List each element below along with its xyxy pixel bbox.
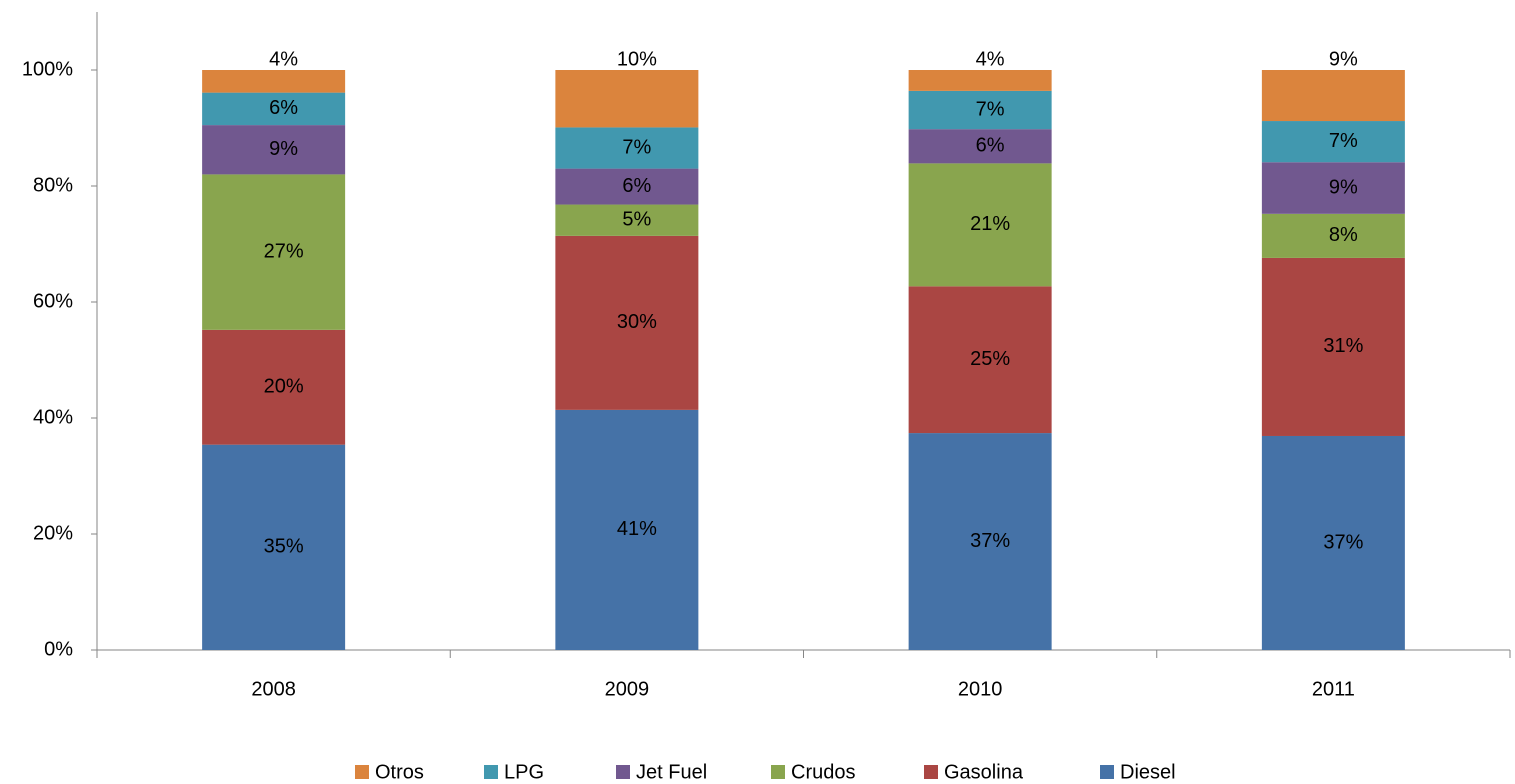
legend-swatch bbox=[484, 765, 498, 779]
data-label: 35% bbox=[264, 536, 304, 558]
data-label: 9% bbox=[1329, 176, 1358, 198]
data-label: 31% bbox=[1323, 335, 1363, 357]
legend-label: Jet Fuel bbox=[636, 761, 707, 783]
bar-segment bbox=[908, 129, 1052, 164]
data-label: 7% bbox=[1329, 130, 1358, 152]
bar-segment bbox=[555, 235, 699, 410]
bar-segment bbox=[908, 433, 1052, 650]
data-label: 37% bbox=[1323, 531, 1363, 553]
legend-label: Diesel bbox=[1120, 761, 1176, 783]
y-tick-label: 0% bbox=[44, 638, 73, 660]
bar-segment bbox=[1261, 257, 1405, 436]
data-label: 10% bbox=[617, 48, 657, 70]
bar-segment bbox=[555, 204, 699, 236]
data-label: 4% bbox=[269, 48, 298, 70]
bar-segment bbox=[1261, 213, 1405, 258]
data-label: 21% bbox=[970, 213, 1010, 235]
data-label: 20% bbox=[264, 376, 304, 398]
bar-segment bbox=[202, 444, 346, 650]
bar-segment bbox=[1261, 435, 1405, 650]
legend-label: Gasolina bbox=[944, 761, 1024, 783]
legend-label: Crudos bbox=[791, 761, 855, 783]
bar-segment bbox=[555, 409, 699, 650]
bar-segment bbox=[908, 70, 1052, 91]
data-label: 6% bbox=[622, 175, 651, 197]
data-label: 9% bbox=[269, 138, 298, 160]
y-tick-label: 60% bbox=[33, 290, 73, 312]
bar-segment bbox=[1261, 121, 1405, 163]
legend-swatch bbox=[924, 765, 938, 779]
legend-label: Otros bbox=[375, 761, 424, 783]
x-tick-label: 2011 bbox=[1312, 678, 1355, 700]
legend-swatch bbox=[355, 765, 369, 779]
bar-segment bbox=[202, 174, 346, 330]
bar-segment bbox=[202, 329, 346, 445]
legend-swatch bbox=[1100, 765, 1114, 779]
bar-segment bbox=[555, 127, 699, 169]
y-tick-label: 80% bbox=[33, 174, 73, 196]
bar-segment bbox=[908, 163, 1052, 287]
data-label: 27% bbox=[264, 240, 304, 262]
bar-segment bbox=[202, 125, 346, 175]
data-label: 7% bbox=[976, 98, 1005, 120]
y-tick-label: 40% bbox=[33, 406, 73, 428]
bar-segment bbox=[202, 92, 346, 126]
bar-segment bbox=[1261, 70, 1405, 122]
x-tick-label: 2008 bbox=[251, 678, 296, 700]
data-label: 37% bbox=[970, 530, 1010, 552]
data-label: 6% bbox=[976, 135, 1005, 157]
data-label: 6% bbox=[269, 97, 298, 119]
data-label: 25% bbox=[970, 348, 1010, 370]
data-label: 5% bbox=[622, 209, 651, 231]
legend-swatch bbox=[616, 765, 630, 779]
legend-swatch bbox=[771, 765, 785, 779]
data-label: 41% bbox=[617, 518, 657, 540]
data-label: 8% bbox=[1329, 224, 1358, 246]
data-label: 7% bbox=[622, 136, 651, 158]
x-tick-label: 2010 bbox=[958, 678, 1003, 700]
bar-segment bbox=[555, 168, 699, 205]
legend-label: LPG bbox=[504, 761, 544, 783]
bar-segment bbox=[908, 90, 1052, 130]
data-label: 9% bbox=[1329, 48, 1358, 70]
data-label: 30% bbox=[617, 311, 657, 333]
bar-segment bbox=[555, 70, 699, 128]
bar-segment bbox=[202, 70, 346, 93]
y-tick-label: 20% bbox=[33, 522, 73, 544]
data-label: 4% bbox=[976, 48, 1005, 70]
y-tick-label: 100% bbox=[22, 58, 73, 80]
bar-segment bbox=[908, 286, 1052, 434]
bar-segment bbox=[1261, 162, 1405, 214]
x-tick-label: 2009 bbox=[605, 678, 650, 700]
